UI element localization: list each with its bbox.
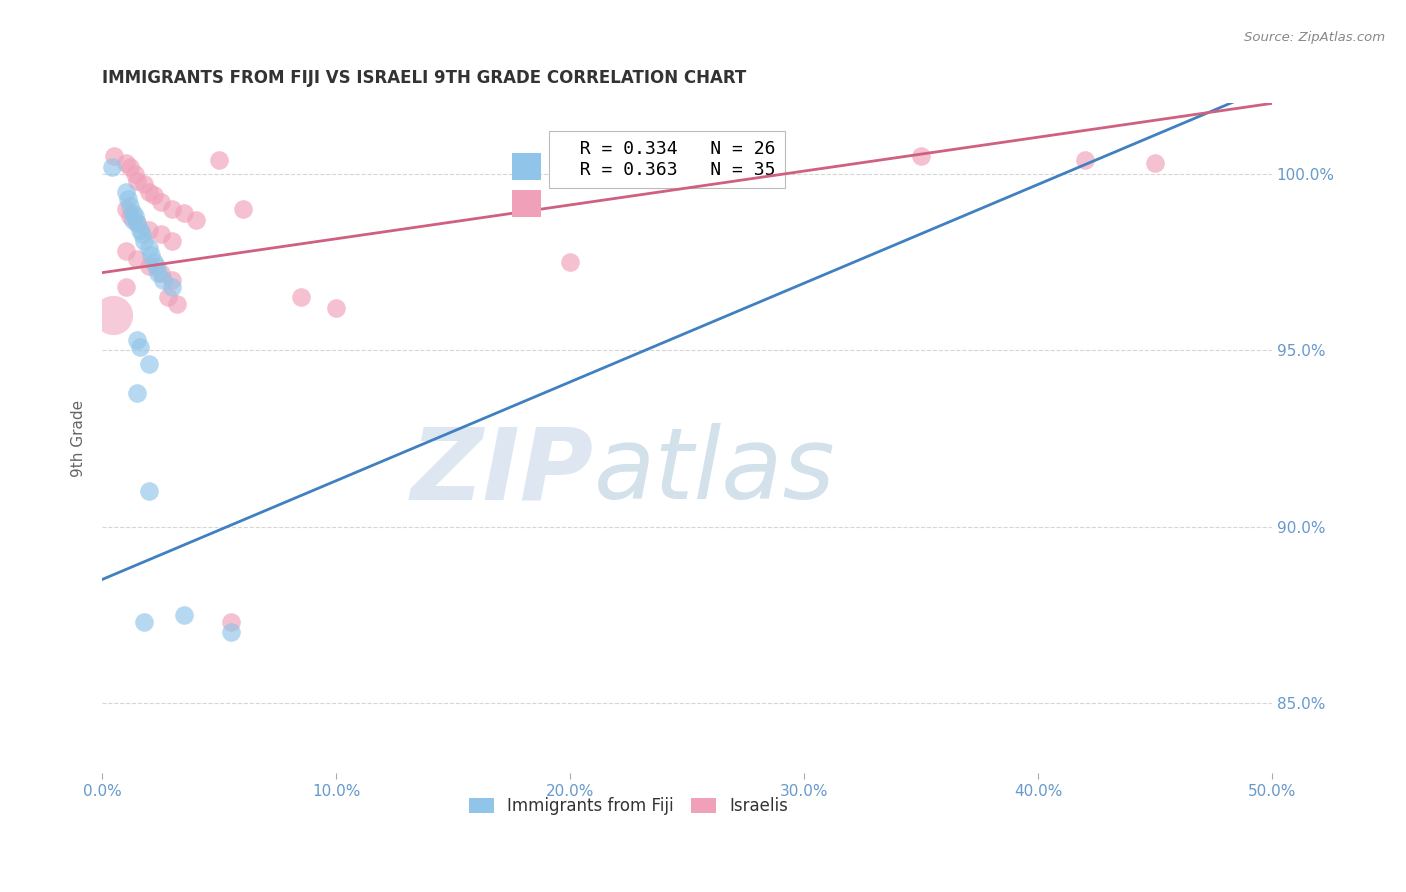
Point [114, 156, 136, 170]
Text: ZIP: ZIP [411, 424, 593, 520]
Point [910, 149, 932, 163]
Point [1074, 153, 1097, 167]
Point [145, 259, 167, 273]
Point [127, 385, 149, 400]
Point [149, 195, 172, 210]
Point [142, 188, 165, 202]
Point [173, 205, 195, 219]
Point [138, 484, 160, 499]
Point [114, 202, 136, 216]
Point [162, 273, 184, 287]
Text: IMMIGRANTS FROM FIJI VS ISRAELI 9TH GRADE CORRELATION CHART: IMMIGRANTS FROM FIJI VS ISRAELI 9TH GRAD… [103, 69, 747, 87]
Text: Source: ZipAtlas.com: Source: ZipAtlas.com [1244, 31, 1385, 45]
Point [131, 227, 153, 241]
Point [121, 205, 143, 219]
Point [290, 290, 312, 304]
Point [232, 202, 254, 216]
Point [114, 279, 136, 293]
Point [134, 615, 156, 629]
Point [558, 255, 581, 269]
Point [138, 259, 160, 273]
Point [127, 333, 149, 347]
Point [152, 273, 174, 287]
Point [219, 625, 242, 640]
Text: atlas: atlas [593, 424, 835, 520]
Point [127, 174, 149, 188]
Point [127, 216, 149, 230]
Point [166, 297, 188, 311]
Bar [512, 153, 541, 180]
Point [128, 223, 150, 237]
Point [141, 248, 163, 262]
Point [219, 615, 242, 629]
Point [128, 340, 150, 354]
Point [162, 279, 184, 293]
Point [101, 308, 124, 322]
Point [208, 153, 231, 167]
Point [120, 209, 142, 223]
Point [162, 202, 184, 216]
Point [127, 252, 149, 266]
Point [121, 212, 143, 227]
Bar [512, 190, 541, 218]
Point [1143, 156, 1166, 170]
Point [142, 255, 165, 269]
Point [138, 241, 160, 255]
Point [117, 192, 139, 206]
Point [148, 266, 170, 280]
Text: R = 0.334   N = 26
  R = 0.363   N = 35: R = 0.334 N = 26 R = 0.363 N = 35 [558, 140, 776, 179]
Point [134, 178, 156, 192]
Point [134, 234, 156, 248]
Point [149, 266, 172, 280]
Point [162, 234, 184, 248]
Point [127, 216, 149, 230]
Point [124, 209, 146, 223]
Point [114, 244, 136, 259]
Point [138, 223, 160, 237]
Point [173, 607, 195, 622]
Point [149, 227, 172, 241]
Point [103, 149, 125, 163]
Y-axis label: 9th Grade: 9th Grade [72, 400, 86, 477]
Point [138, 357, 160, 371]
Point [120, 199, 142, 213]
Point [156, 290, 179, 304]
Point [124, 167, 146, 181]
Point [325, 301, 347, 315]
Point [120, 160, 142, 174]
Legend: Immigrants from Fiji, Israelis: Immigrants from Fiji, Israelis [463, 790, 794, 822]
Point [100, 160, 122, 174]
Point [138, 185, 160, 199]
Point [114, 185, 136, 199]
Point [184, 212, 207, 227]
